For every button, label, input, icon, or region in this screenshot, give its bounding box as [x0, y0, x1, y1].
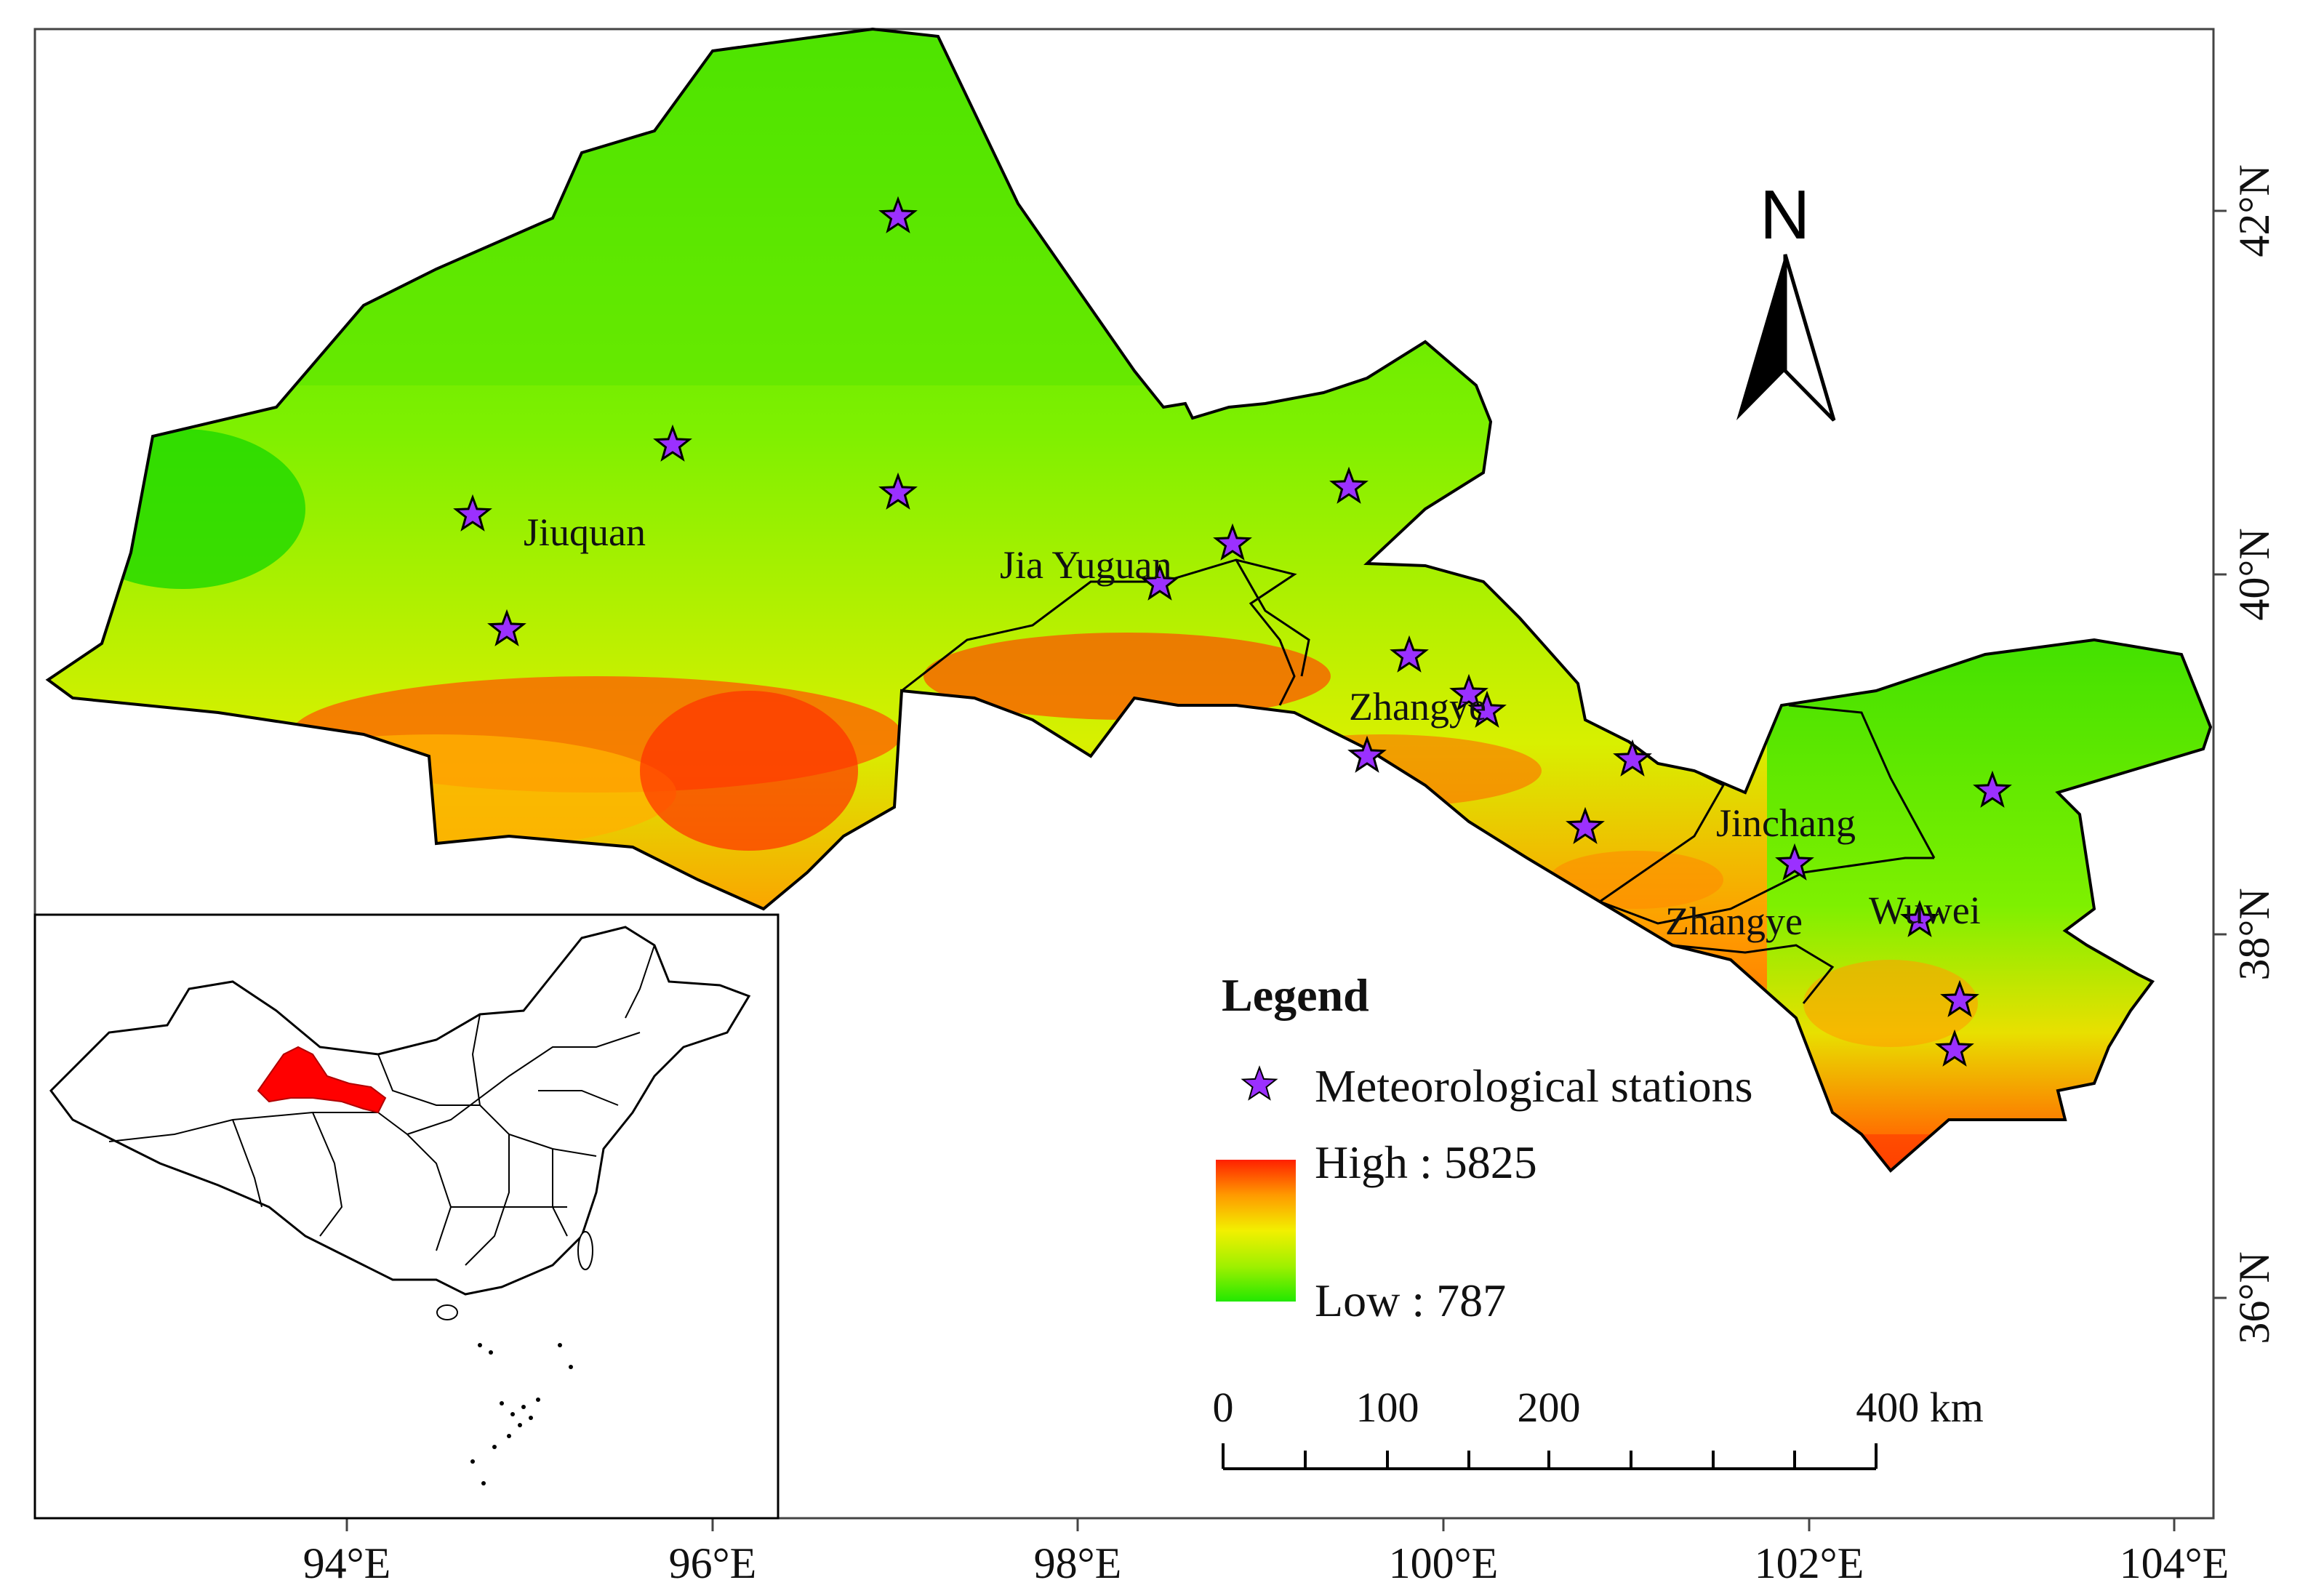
station-marker-15 [1973, 770, 2012, 808]
legend-color-ramp [1216, 1160, 1296, 1302]
axis-ticks [345, 209, 2227, 1531]
lat-label-42n: 42°N [2230, 164, 2278, 257]
station-markers [453, 196, 2012, 1067]
station-marker-6 [1329, 466, 1369, 504]
city-boundaries [901, 558, 1936, 1004]
province-boundaries [108, 945, 655, 1266]
station-marker-3 [878, 472, 918, 510]
latitude-labels: 42°N 40°N 38°N 36°N [2230, 164, 2278, 1344]
legend-low-label: Low : 787 [1315, 1275, 1506, 1326]
scale-label-200: 200 [1518, 1384, 1581, 1431]
station-marker-19 [1935, 1029, 1974, 1067]
scale-label-400km: 400 km [1856, 1384, 1984, 1431]
south-china-sea-islands [470, 1343, 573, 1485]
station-marker-1 [878, 196, 918, 233]
north-arrow: N [1736, 176, 1836, 422]
hainan-island [436, 1304, 458, 1320]
lon-label-102e: 102°E [1755, 1539, 1864, 1587]
legend: Legend Meteorological stations High : 58… [1216, 969, 1753, 1326]
place-label-jiuquan: Jiuquan [524, 510, 646, 554]
station-marker-11 [1467, 690, 1507, 728]
scale-bar: 0 100 200 400 km [1213, 1384, 1984, 1470]
longitude-labels: 94°E 96°E 98°E 100°E 102°E 104°E [303, 1539, 2229, 1587]
legend-station-label: Meteorological stations [1315, 1060, 1753, 1112]
north-label: N [1760, 176, 1810, 254]
lon-label-94e: 94°E [303, 1539, 391, 1587]
place-label-zhangye-north: Zhangye [1349, 685, 1486, 729]
legend-high-label: High : 5825 [1315, 1136, 1537, 1188]
legend-title: Legend [1222, 969, 1369, 1021]
station-marker-9 [1390, 635, 1429, 673]
gansu-highlight [257, 1046, 387, 1114]
station-marker-17 [1900, 899, 1939, 937]
place-label-wuwei: Wuwei [1869, 889, 1981, 932]
station-marker-16 [1775, 843, 1814, 881]
place-labels: Jiuquan Jia Yuguan Zhangye Jinchang Zhan… [524, 510, 1981, 943]
station-marker-2 [653, 424, 692, 462]
station-marker-7 [1213, 523, 1252, 561]
station-marker-8 [1140, 563, 1179, 601]
station-marker-18 [1940, 979, 1979, 1017]
lat-label-40n: 40°N [2230, 528, 2278, 620]
station-marker-10 [1449, 673, 1488, 711]
place-label-zhangye-south: Zhangye [1665, 899, 1803, 943]
china-outline [49, 926, 751, 1296]
china-inset-map [33, 913, 780, 1520]
north-arrow-right-half [1783, 254, 1836, 422]
station-marker-5 [487, 609, 526, 646]
lat-label-38n: 38°N [2230, 888, 2278, 980]
station-marker-4 [453, 494, 492, 532]
place-label-jinchang: Jinchang [1716, 801, 1856, 845]
taiwan-island [577, 1231, 593, 1270]
station-marker-13 [1613, 739, 1652, 777]
station-marker-14 [1566, 806, 1605, 844]
lon-label-96e: 96°E [669, 1539, 757, 1587]
north-arrow-left-half [1736, 254, 1785, 420]
scale-label-100: 100 [1356, 1384, 1419, 1431]
station-marker-12 [1347, 735, 1387, 773]
lat-label-36n: 36°N [2230, 1251, 2278, 1344]
lon-label-98e: 98°E [1034, 1539, 1122, 1587]
place-label-jiayuguan: Jia Yuguan [1000, 543, 1171, 587]
lon-label-100e: 100°E [1389, 1539, 1499, 1587]
scale-label-0: 0 [1213, 1384, 1234, 1431]
legend-station-icon [1241, 1065, 1278, 1101]
lon-label-104e: 104°E [2120, 1539, 2229, 1587]
scale-bar-line [1222, 1443, 1878, 1470]
